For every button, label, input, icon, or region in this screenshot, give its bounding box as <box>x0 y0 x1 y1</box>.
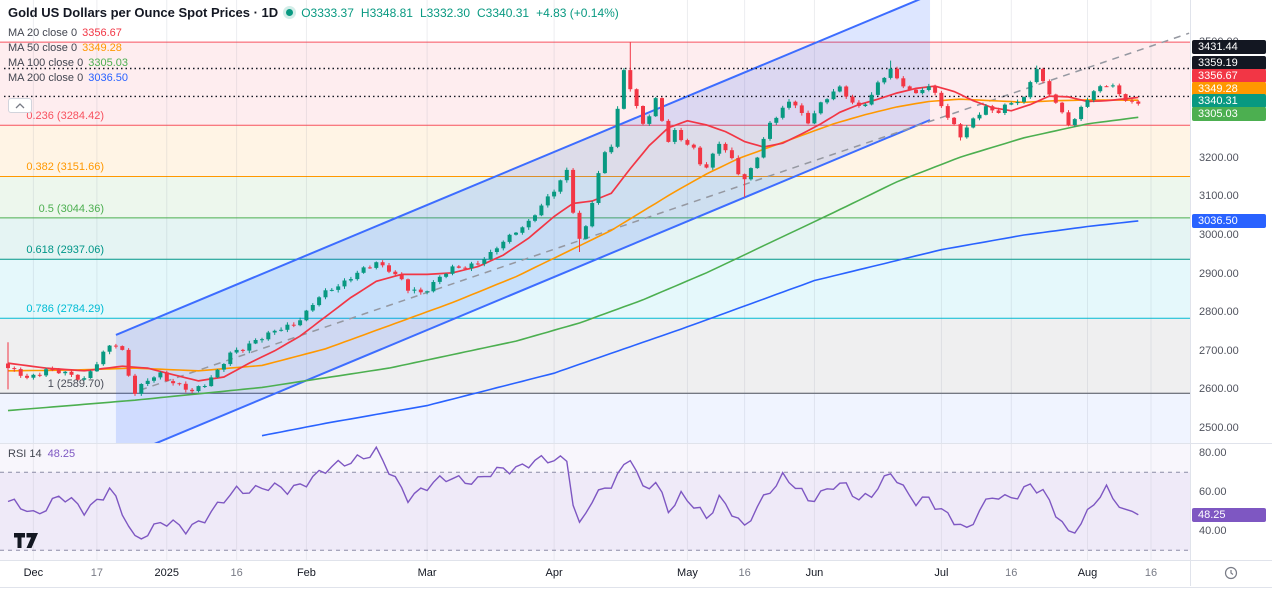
chart-legend: Gold US Dollars per Ounce Spot Prices · … <box>8 5 619 85</box>
indicator-label: MA 50 close 0 <box>8 41 78 54</box>
price-badge: 3431.44 <box>1192 40 1266 54</box>
rsi-chart-canvas[interactable] <box>0 443 1190 560</box>
time-tick: 16 <box>1144 567 1158 579</box>
rsi-value-badge: 48.25 <box>1192 507 1266 522</box>
candles-layer[interactable] <box>6 42 1141 396</box>
dashed-trendline-drawing[interactable] <box>139 32 1190 391</box>
price-badge: 3305.03 <box>1192 107 1266 121</box>
fib-level-label[interactable]: 1 (2589.70) <box>47 378 104 391</box>
ohlc-change: +4.83 (+0.14%) <box>536 5 619 20</box>
price-chart-canvas[interactable] <box>0 0 1190 443</box>
indicator-label: MA 100 close 0 <box>8 56 84 69</box>
rsi-line[interactable] <box>7 445 1139 540</box>
tradingview-logo[interactable] <box>14 533 38 553</box>
price-tick: 3000.00 <box>1199 229 1239 241</box>
indicator-value: 3036.50 <box>88 71 128 84</box>
price-axis[interactable]: 3500.003200.003100.003000.002900.002800.… <box>1191 0 1272 586</box>
tradingview-logo-icon <box>14 533 38 548</box>
ma-50-line[interactable] <box>8 98 1139 372</box>
time-tick: Feb <box>296 567 316 579</box>
timezone-button[interactable] <box>1222 565 1240 583</box>
time-tick: May <box>677 567 698 579</box>
price-tick: 2700.00 <box>1199 344 1239 357</box>
time-tick: 16 <box>738 567 751 579</box>
fib-level-label[interactable]: 0.786 (2784.29) <box>26 303 104 316</box>
time-axis[interactable]: Dec 17 2025 16 Feb Mar Apr May 16 Jun Jul 16 Aug 16 <box>0 560 1272 588</box>
price-badge: 3349.28 <box>1192 82 1266 96</box>
time-tick: Mar <box>417 567 437 579</box>
collapse-indicators-button[interactable] <box>8 98 32 113</box>
time-tick: 16 <box>1005 567 1018 579</box>
indicator-row[interactable]: MA 100 close 0 3305.03 <box>8 55 619 70</box>
axis-separator <box>1190 0 1191 586</box>
rsi-tick: 80.00 <box>1199 446 1227 459</box>
indicator-value: 3305.03 <box>88 56 128 69</box>
rsi-pane-bg <box>0 443 1190 560</box>
indicator-label: MA 200 close 0 <box>8 71 84 84</box>
time-tick: Apr <box>545 567 563 579</box>
price-tick: 2900.00 <box>1199 267 1239 280</box>
fib-level-label[interactable]: 0.382 (3151.66) <box>26 161 104 174</box>
rsi-tick: 40.00 <box>1199 524 1227 537</box>
chevron-up-icon <box>15 102 25 108</box>
indicator-row[interactable]: MA 50 close 0 3349.28 <box>8 40 619 55</box>
fib-level-label[interactable]: 0.5 (3044.36) <box>38 202 104 215</box>
clock-icon <box>1224 566 1238 580</box>
ohlc-high: H3348.81 <box>360 5 413 20</box>
time-tick: Dec <box>23 567 44 579</box>
price-badge: 3356.67 <box>1192 69 1266 83</box>
price-tick: 2600.00 <box>1199 383 1239 396</box>
ohlc-values: O3333.37 H3348.81 L3332.30 C3340.31 +4.8… <box>301 6 619 20</box>
price-badge: 3340.31 <box>1192 94 1266 108</box>
rsi-legend-label: RSI 14 <box>8 448 42 460</box>
fib-retracement-drawing[interactable] <box>0 41 1190 443</box>
ma-100-line[interactable] <box>7 116 1139 412</box>
price-badge-ma200: 3036.50 <box>1192 213 1266 228</box>
time-tick: 17 <box>90 567 104 579</box>
grid-layer <box>32 0 1152 443</box>
rsi-legend[interactable]: RSI 14 48.25 <box>8 448 75 460</box>
symbol-title[interactable]: Gold US Dollars per Ounce Spot Prices · … <box>8 5 279 20</box>
indicator-label: MA 20 close 0 <box>8 26 78 39</box>
ohlc-low: L3332.30 <box>419 5 471 20</box>
symbol-title-row: Gold US Dollars per Ounce Spot Prices · … <box>8 5 619 20</box>
time-tick: 16 <box>230 567 243 579</box>
time-tick: Jun <box>805 567 824 579</box>
indicator-value: 3349.28 <box>82 41 122 54</box>
ma-200-line[interactable] <box>261 220 1139 437</box>
ohlc-open: O3333.37 <box>301 5 354 20</box>
parallel-channel-drawing[interactable] <box>115 0 931 443</box>
indicator-row[interactable]: MA 20 close 0 3356.67 <box>8 25 619 40</box>
price-tick: 2500.00 <box>1199 421 1239 434</box>
indicator-value: 3356.67 <box>82 26 122 39</box>
price-tick: 2800.00 <box>1199 306 1239 319</box>
time-tick: Aug <box>1077 567 1098 579</box>
time-tick: 2025 <box>154 567 179 579</box>
rsi-band <box>0 472 1190 551</box>
market-status-dot[interactable] <box>286 9 294 16</box>
indicator-legend: MA 20 close 0 3356.67 MA 50 close 0 3349.28… <box>8 25 619 85</box>
rsi-legend-value: 48.25 <box>47 448 76 460</box>
indicator-row[interactable]: MA 200 close 0 3036.50 <box>8 70 619 85</box>
pane-separator[interactable] <box>0 443 1272 444</box>
fib-level-label[interactable]: 0.236 (3284.42) <box>26 110 104 123</box>
fib-level-label[interactable]: 0.618 (2937.06) <box>26 244 104 257</box>
price-tick: 3100.00 <box>1199 190 1239 203</box>
time-tick: Jul <box>934 567 949 579</box>
rsi-tick: 60.00 <box>1199 485 1227 498</box>
ohlc-close: C3340.31 <box>477 5 530 20</box>
price-badge: 3359.19 <box>1192 56 1266 70</box>
price-tick: 3200.00 <box>1199 151 1239 164</box>
